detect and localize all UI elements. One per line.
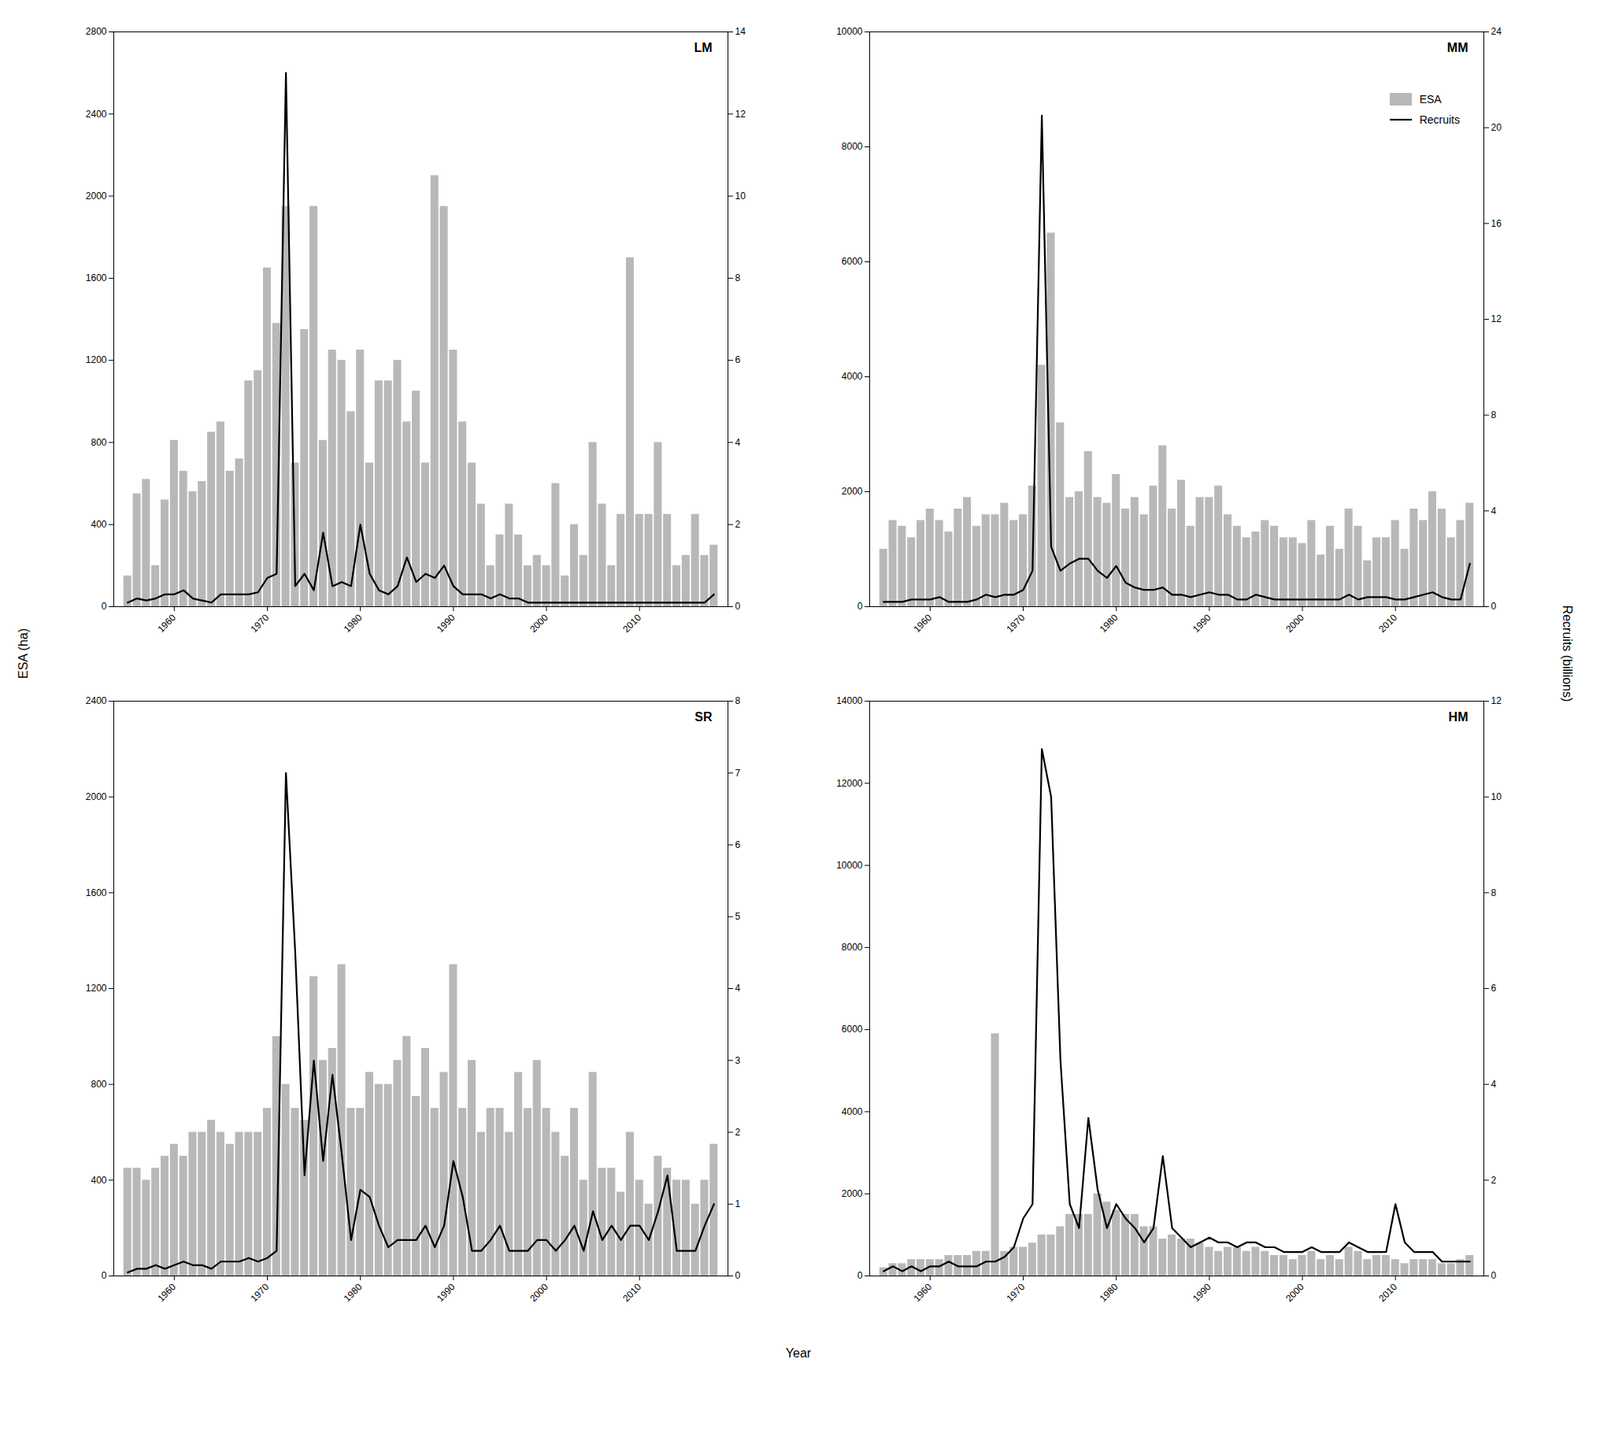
- svg-text:14000: 14000: [836, 695, 863, 707]
- svg-text:2010: 2010: [1376, 611, 1400, 635]
- svg-text:SR: SR: [694, 710, 713, 724]
- svg-text:10: 10: [1491, 791, 1503, 803]
- svg-text:14: 14: [735, 25, 747, 38]
- svg-text:4: 4: [735, 982, 741, 994]
- svg-text:8: 8: [1491, 887, 1497, 899]
- svg-text:6000: 6000: [841, 1023, 863, 1035]
- svg-text:3: 3: [735, 1055, 741, 1067]
- svg-text:1990: 1990: [434, 1281, 458, 1304]
- svg-text:1960: 1960: [911, 1281, 934, 1304]
- svg-text:1990: 1990: [1190, 611, 1214, 635]
- svg-text:1600: 1600: [85, 887, 108, 899]
- svg-text:1980: 1980: [341, 611, 365, 635]
- svg-text:MM: MM: [1447, 40, 1469, 55]
- svg-text:4000: 4000: [841, 370, 863, 382]
- svg-text:6: 6: [1491, 982, 1497, 994]
- svg-text:2000: 2000: [85, 791, 108, 803]
- svg-text:2000: 2000: [841, 1188, 863, 1200]
- svg-text:2010: 2010: [1376, 1281, 1400, 1304]
- svg-text:1980: 1980: [341, 1281, 365, 1304]
- svg-text:20: 20: [1491, 122, 1503, 134]
- svg-text:400: 400: [90, 518, 107, 530]
- svg-text:1200: 1200: [85, 982, 108, 994]
- svg-text:1960: 1960: [155, 611, 178, 635]
- svg-text:8000: 8000: [841, 140, 863, 152]
- svg-text:2000: 2000: [1283, 611, 1307, 635]
- svg-text:2: 2: [735, 518, 741, 530]
- svg-text:5: 5: [735, 911, 741, 923]
- svg-text:0: 0: [857, 600, 863, 612]
- svg-text:400: 400: [90, 1174, 107, 1186]
- svg-text:1: 1: [735, 1198, 741, 1210]
- svg-text:6000: 6000: [841, 255, 863, 267]
- svg-text:6: 6: [735, 354, 741, 366]
- svg-text:800: 800: [90, 1078, 107, 1090]
- svg-text:10: 10: [735, 190, 747, 202]
- svg-text:7: 7: [735, 767, 741, 779]
- svg-text:2000: 2000: [85, 190, 108, 202]
- svg-text:2010: 2010: [620, 611, 644, 635]
- svg-text:2010: 2010: [620, 1281, 644, 1304]
- svg-text:0: 0: [857, 1270, 863, 1282]
- svg-text:2800: 2800: [85, 25, 108, 38]
- html-text:ESA: ESA: [1419, 92, 1442, 106]
- svg-text:1970: 1970: [1004, 611, 1028, 635]
- svg-text:LM: LM: [693, 40, 712, 55]
- html-text:ESA (ha): ESA (ha): [16, 628, 30, 679]
- svg-text:2000: 2000: [1283, 1281, 1307, 1304]
- svg-text:10000: 10000: [836, 859, 863, 871]
- svg-text:8: 8: [735, 695, 741, 707]
- svg-text:0: 0: [735, 600, 741, 612]
- svg-text:2: 2: [1491, 1174, 1497, 1186]
- svg-text:12: 12: [735, 108, 747, 120]
- svg-text:6: 6: [735, 839, 741, 851]
- svg-text:8: 8: [1491, 409, 1497, 421]
- svg-text:2: 2: [735, 1126, 741, 1138]
- svg-text:12: 12: [1491, 695, 1503, 707]
- svg-text:12000: 12000: [836, 777, 863, 789]
- svg-text:10000: 10000: [836, 25, 863, 38]
- svg-text:4000: 4000: [841, 1106, 863, 1118]
- svg-text:1980: 1980: [1097, 1281, 1121, 1304]
- svg-text:0: 0: [1491, 600, 1497, 612]
- svg-text:8: 8: [735, 272, 741, 284]
- svg-text:2400: 2400: [85, 695, 108, 707]
- svg-text:1960: 1960: [911, 611, 934, 635]
- svg-text:1990: 1990: [434, 611, 458, 635]
- svg-text:24: 24: [1491, 25, 1503, 38]
- svg-text:2000: 2000: [841, 485, 863, 497]
- svg-text:8000: 8000: [841, 941, 863, 953]
- svg-text:4: 4: [1491, 505, 1497, 517]
- svg-text:2000: 2000: [527, 611, 551, 635]
- svg-text:2000: 2000: [527, 1281, 551, 1304]
- svg-text:1970: 1970: [1004, 1281, 1028, 1304]
- svg-text:HM: HM: [1448, 710, 1469, 724]
- svg-text:1200: 1200: [85, 354, 108, 366]
- svg-text:1970: 1970: [248, 1281, 272, 1304]
- svg-text:1980: 1980: [1097, 611, 1121, 635]
- svg-text:2400: 2400: [85, 108, 108, 120]
- svg-text:1960: 1960: [155, 1281, 178, 1304]
- svg-text:1600: 1600: [85, 272, 108, 284]
- svg-text:16: 16: [1491, 218, 1503, 230]
- svg-text:1970: 1970: [248, 611, 272, 635]
- html-text:Year: Year: [785, 1346, 812, 1360]
- svg-text:800: 800: [90, 437, 107, 449]
- svg-text:0: 0: [101, 1270, 108, 1282]
- html-text:Recruits: Recruits: [1419, 113, 1460, 126]
- svg-text:4: 4: [735, 437, 741, 449]
- html-text:Recruits (billions): Recruits (billions): [1560, 605, 1575, 702]
- svg-text:0: 0: [735, 1270, 741, 1282]
- svg-text:4: 4: [1491, 1078, 1497, 1090]
- svg-text:0: 0: [101, 600, 108, 612]
- svg-text:12: 12: [1491, 313, 1503, 325]
- svg-text:1990: 1990: [1190, 1281, 1214, 1304]
- svg-text:0: 0: [1491, 1270, 1497, 1282]
